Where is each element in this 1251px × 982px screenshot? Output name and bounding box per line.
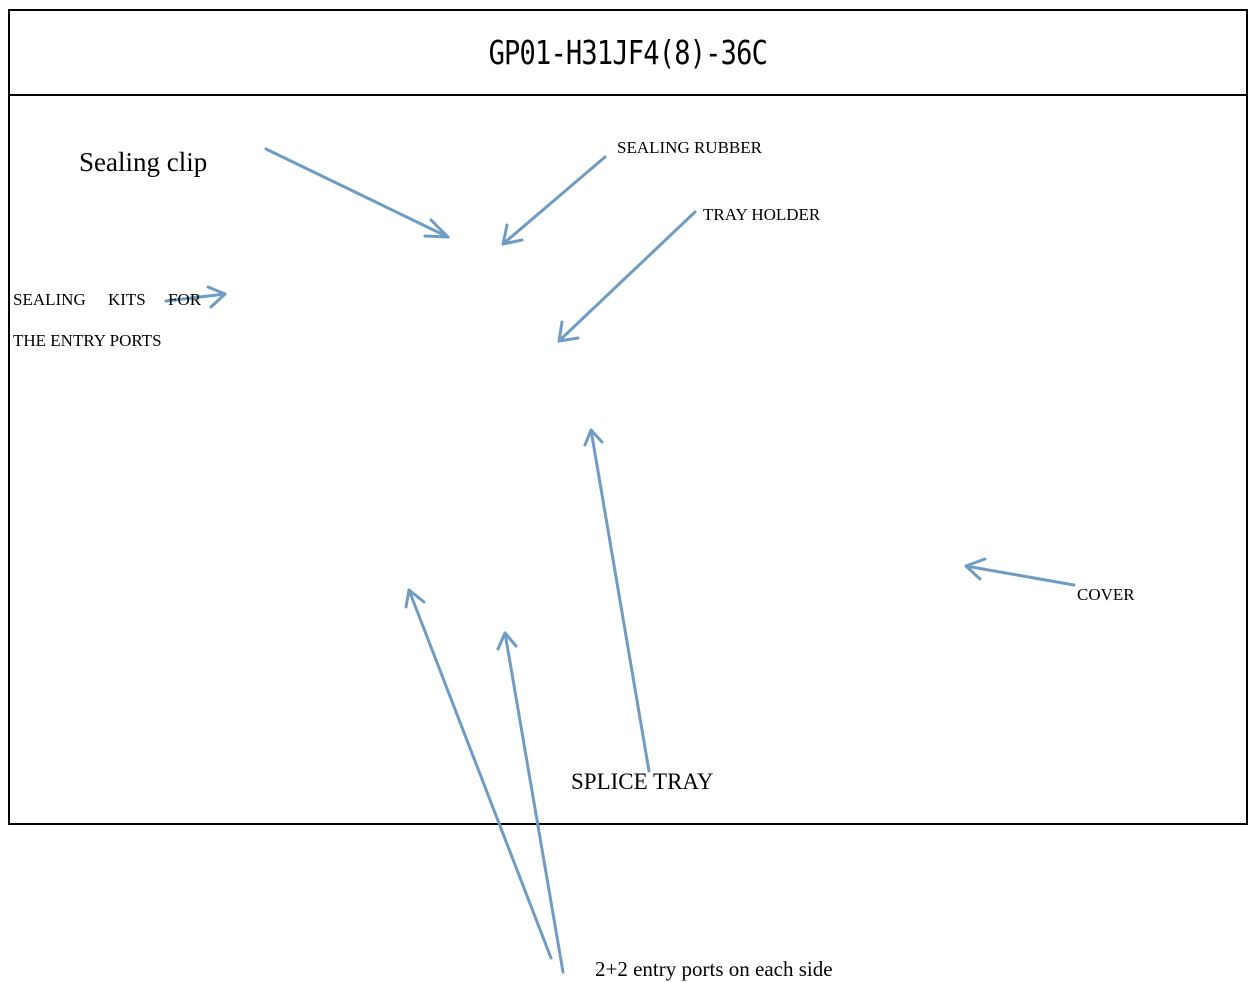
label-sealing-clip: Sealing clip <box>79 147 208 177</box>
arrow-sealing-rubber <box>501 155 607 246</box>
arrow-entry-ports-right <box>496 631 565 974</box>
arrow-sealing-clip <box>264 147 450 239</box>
label-tray-holder: TRAY HOLDER <box>703 205 821 224</box>
label-splice-tray: SPLICE TRAY <box>571 769 714 794</box>
arrow-cover <box>964 557 1076 587</box>
diagram-title: GP01-H31JF4(8)-36C <box>488 33 768 72</box>
label-sealing-rubber: SEALING RUBBER <box>617 138 762 157</box>
diagram-frame: GP01-H31JF4(8)-36C <box>8 9 1248 825</box>
arrow-entry-ports-left <box>404 588 553 960</box>
label-sealing-kits-line2: THE ENTRY PORTS <box>13 331 162 350</box>
title-row: GP01-H31JF4(8)-36C <box>10 11 1246 96</box>
arrow-sealing-kits <box>164 285 227 309</box>
arrow-tray-holder <box>557 210 697 343</box>
label-cover: COVER <box>1077 585 1135 604</box>
label-sealing-kits-line1: SEALING KITS FOR <box>13 290 202 309</box>
label-entry-ports: 2+2 entry ports on each side <box>595 957 833 981</box>
arrow-splice-tray <box>583 428 651 773</box>
